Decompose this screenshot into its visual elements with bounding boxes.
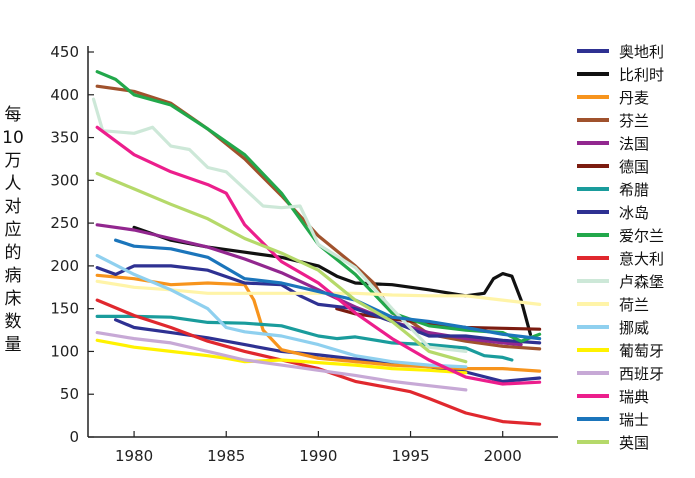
legend-label-1: 比利时 bbox=[619, 66, 664, 84]
series-line-17 bbox=[95, 171, 468, 364]
series-line-4 bbox=[95, 223, 523, 347]
y-tick-label: 350 bbox=[50, 129, 79, 147]
y-tick-label: 0 bbox=[69, 428, 79, 446]
legend-label-15: 瑞典 bbox=[619, 388, 649, 406]
series-line-13 bbox=[95, 338, 468, 375]
y-tick-label: 50 bbox=[60, 385, 79, 403]
legend-label-16: 瑞士 bbox=[619, 411, 649, 429]
legend-label-8: 爱尔兰 bbox=[619, 227, 664, 245]
series-line-2 bbox=[95, 273, 542, 373]
series-line-10 bbox=[91, 97, 468, 353]
x-tick-label: 1985 bbox=[207, 447, 245, 465]
series-line-1 bbox=[132, 225, 533, 336]
y-tick-label: 200 bbox=[50, 257, 79, 275]
y-tick-label: 150 bbox=[50, 300, 79, 318]
x-tick-label: 2000 bbox=[484, 447, 522, 465]
y-tick-label: 100 bbox=[50, 342, 79, 360]
legend-label-5: 德国 bbox=[619, 158, 649, 176]
series-line-9 bbox=[95, 298, 542, 426]
series-line-6 bbox=[95, 314, 514, 362]
legend-label-11: 荷兰 bbox=[619, 296, 649, 314]
legend-label-7: 冰岛 bbox=[619, 204, 649, 222]
y-tick-label: 450 bbox=[50, 43, 79, 61]
y-tick-label: 250 bbox=[50, 214, 79, 232]
x-tick-label: 1980 bbox=[115, 447, 153, 465]
y-axis-label: 每10万人对应的病床数量 bbox=[2, 105, 24, 355]
series-line-8 bbox=[95, 70, 542, 343]
y-tick-label: 300 bbox=[50, 171, 79, 189]
legend-label-3: 芬兰 bbox=[619, 112, 649, 130]
x-tick-label: 1995 bbox=[391, 447, 429, 465]
y-tick-label: 400 bbox=[50, 86, 79, 104]
legend-label-12: 挪威 bbox=[619, 319, 649, 337]
series-line-12 bbox=[95, 254, 468, 369]
legend-label-14: 西班牙 bbox=[619, 365, 664, 383]
legend-label-13: 葡萄牙 bbox=[619, 342, 664, 360]
series-line-7 bbox=[95, 264, 542, 345]
legend-label-4: 法国 bbox=[619, 135, 649, 153]
series-line-3 bbox=[95, 84, 542, 351]
x-tick-label: 1990 bbox=[299, 447, 337, 465]
legend-label-2: 丹麦 bbox=[619, 89, 649, 107]
legend-label-17: 英国 bbox=[619, 434, 649, 452]
legend-label-6: 希腊 bbox=[619, 181, 649, 199]
legend-label-9: 意大利 bbox=[619, 250, 664, 268]
legend-label-0: 奥地利 bbox=[619, 43, 664, 61]
series-line-16 bbox=[113, 238, 542, 341]
series-line-14 bbox=[95, 331, 468, 392]
legend-label-10: 卢森堡 bbox=[619, 273, 664, 291]
series-line-15 bbox=[95, 125, 542, 386]
